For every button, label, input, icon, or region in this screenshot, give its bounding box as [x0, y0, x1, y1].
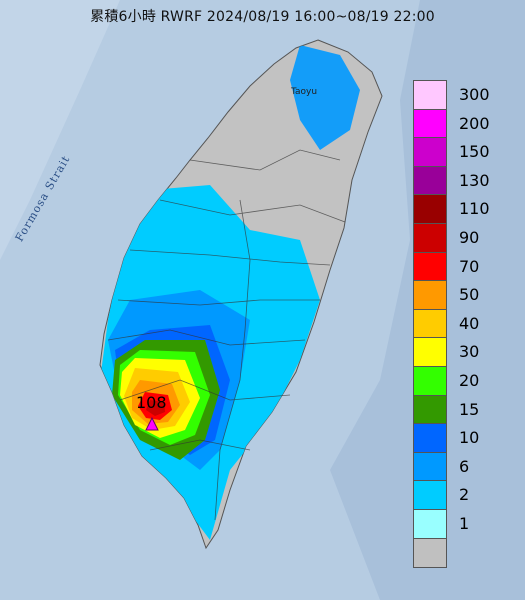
legend-swatch [413, 366, 447, 397]
legend-swatch [413, 165, 447, 197]
legend-label: 10 [459, 428, 480, 448]
county-boundaries [107, 149, 346, 521]
legend-label: 30 [459, 342, 480, 362]
legend-swatch [413, 251, 447, 283]
legend-swatch [413, 280, 447, 312]
legend-label: 300 [459, 85, 490, 104]
rainfall-layer [100, 45, 360, 540]
max-rainfall-marker [145, 416, 159, 431]
legend-swatch [413, 509, 447, 540]
legend-label: 90 [459, 228, 480, 247]
legend-swatch [413, 223, 447, 254]
legend-swatch [413, 537, 447, 569]
legend-label: 50 [459, 285, 480, 305]
legend-swatch [413, 80, 447, 111]
legend-label: 200 [459, 113, 490, 133]
legend-label: 15 [459, 399, 480, 419]
legend-label: 110 [459, 199, 490, 219]
legend-swatch [413, 308, 447, 340]
legend-label: 20 [459, 371, 480, 390]
map-title: 累積6小時 RWRF 2024/08/19 16:00~08/19 22:00 [90, 9, 435, 25]
max-rainfall-value: 108 [136, 393, 167, 412]
legend-label: 150 [459, 142, 490, 162]
ocean-relief [0, 0, 120, 260]
rain-area-6mm [290, 45, 360, 150]
legend-swatch [413, 394, 447, 426]
rain-area-90mm [146, 400, 165, 416]
rainfall-legend: 300 200 150 130 110 90 70 50 40 30 20 15 10 6 2 1 [413, 80, 523, 570]
legend-swatch [413, 337, 447, 369]
legend-label: 40 [459, 313, 480, 333]
legend-swatch [413, 451, 447, 483]
city-label: Taoyu [291, 87, 318, 97]
legend-swatch [413, 137, 447, 169]
legend-label: 2 [459, 485, 470, 505]
legend-label: 130 [459, 170, 490, 190]
legend-swatch [413, 108, 447, 140]
legend-label: 6 [459, 456, 470, 476]
legend-label: 1 [459, 514, 470, 533]
legend-swatch [413, 194, 447, 226]
legend-label: 70 [459, 256, 480, 276]
legend-swatch [413, 423, 447, 455]
legend-swatch [413, 480, 447, 512]
